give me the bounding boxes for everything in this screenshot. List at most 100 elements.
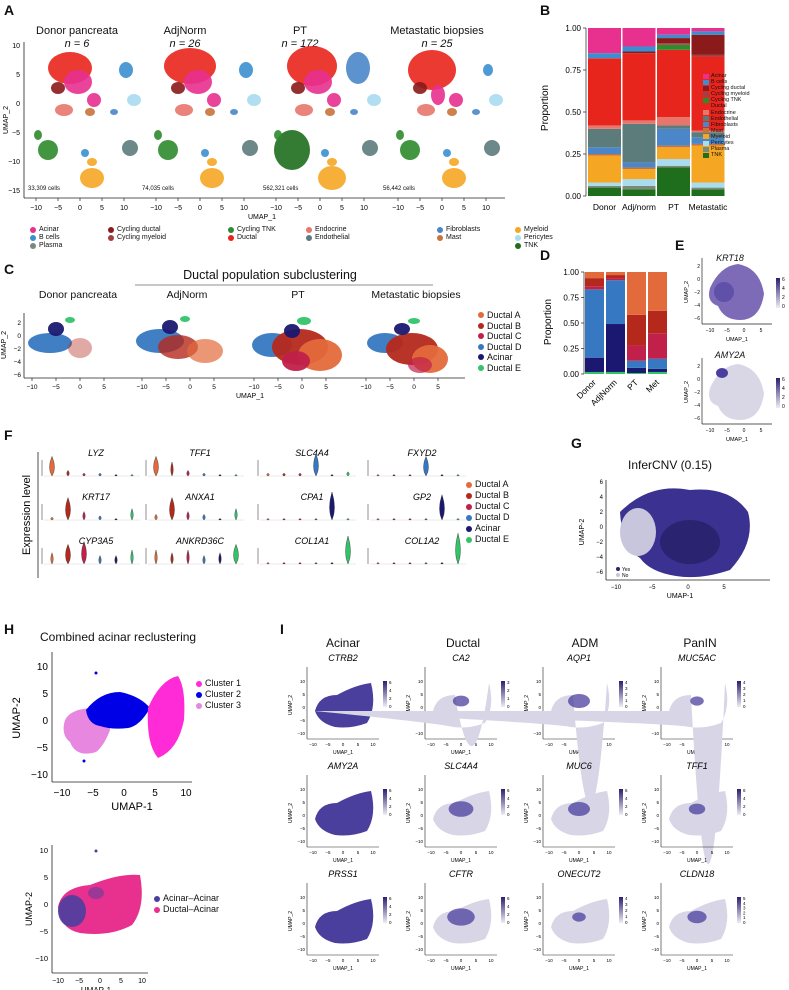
legend-item: Ductal A: [466, 479, 510, 490]
i-ytick: 10: [536, 679, 542, 684]
umap-cluster-blob: [394, 323, 410, 335]
b-ytick: 0.00: [565, 192, 581, 201]
a-xtick: 5: [340, 205, 344, 212]
i-ytick: −10: [415, 731, 423, 736]
e-xtick: −10: [706, 328, 715, 334]
b-bar-segment: [657, 167, 690, 196]
i-xtick: 5: [593, 958, 596, 963]
legend-item: Acinar: [30, 226, 108, 233]
e-ytick: −4: [694, 303, 700, 309]
i-scale-tick: 1: [743, 698, 746, 703]
d-bar-segment: [606, 371, 625, 374]
panel-e-gene-1: KRT18: [716, 253, 744, 263]
i-ytick: 0: [538, 705, 541, 710]
panel-label-d: D: [540, 247, 551, 263]
legend-swatch: [466, 525, 472, 532]
i-xtick: 10: [370, 958, 376, 963]
panel-c-sub-1: Donor pancreata: [38, 289, 118, 301]
legend-swatch: [30, 234, 36, 241]
i-ytick: 10: [536, 787, 542, 792]
i-scale-tick: 5: [743, 896, 746, 901]
i-ylabel: UMAP_2: [406, 911, 412, 931]
panel-label-e: E: [675, 237, 685, 253]
a-ytick: 0: [16, 101, 20, 108]
umap-cluster-blob: [175, 104, 193, 116]
panel-a-cells-3: 562,321 cells: [263, 186, 299, 192]
umap-cluster-blob: [127, 94, 141, 106]
legend-swatch-yes: [616, 567, 620, 571]
e-ytick: −4: [694, 403, 700, 409]
violin: [50, 516, 54, 521]
panel-i-col-3: ADM: [571, 636, 599, 650]
a-xtick: 0: [318, 205, 322, 212]
violin: [153, 455, 159, 477]
i-scale-tick: 0: [625, 920, 628, 925]
i-gene-label: CLDN18: [680, 869, 715, 879]
d-ytick: 0.00: [563, 370, 579, 379]
c-xtick: −5: [162, 384, 170, 391]
i-xtick: 0: [578, 850, 581, 855]
violin: [81, 541, 87, 565]
panel-a-n-1: n = 6: [64, 38, 90, 50]
i-ytick: 0: [420, 921, 423, 926]
legend-item: Cluster 1: [196, 678, 241, 689]
i-xtick: 5: [357, 742, 360, 747]
e-ytick: −6: [694, 416, 700, 422]
cluster-1-blob: [147, 676, 185, 758]
d-bar-segment: [627, 314, 646, 346]
umap-cluster-blob: [449, 158, 459, 166]
i-scale-tick: 1: [743, 915, 746, 920]
c-xtick: 0: [188, 384, 192, 391]
i-xtick: 5: [357, 958, 360, 963]
violin: [114, 518, 118, 521]
i-scale-tick: 4: [389, 796, 392, 801]
umap-cluster-blob: [239, 62, 253, 78]
b-bar-segment: [691, 189, 725, 196]
panel-label-a: A: [4, 2, 15, 18]
g-xtick: 5: [722, 585, 726, 591]
a-xtick: 0: [198, 205, 202, 212]
violin: [455, 532, 461, 565]
i-scale-tick: 2: [743, 910, 746, 915]
c-xtick: −5: [386, 384, 394, 391]
umap-density-blob: [709, 264, 764, 320]
panel-a-cells-1: 33,309 cells: [28, 186, 61, 192]
legend-item: Ductal E: [466, 534, 510, 545]
i-scale-tick: 2: [625, 692, 628, 697]
panel-label-g: G: [571, 435, 582, 451]
d-bar-segment: [648, 358, 667, 369]
i-ytick: −10: [651, 947, 659, 952]
c-ytick: −2: [14, 346, 22, 353]
i-xtick: 0: [342, 742, 345, 747]
umap-cluster-blob: [367, 94, 381, 106]
legend-item: Ductal D: [478, 342, 522, 353]
panel-c-xlabel: UMAP_1: [236, 393, 264, 400]
a-xtick: 0: [78, 205, 82, 212]
legend-label: Endocrine: [711, 109, 736, 116]
legend-swatch: [703, 146, 709, 152]
panel-label-f: F: [4, 427, 13, 443]
umap-cluster-blob: [282, 351, 310, 371]
umap-cluster-blob: [205, 108, 215, 116]
f-gene-label: ANKRD36C: [175, 536, 225, 546]
i-ytick: 0: [656, 921, 659, 926]
b-bar-segment: [622, 189, 656, 196]
i-ytick: −10: [651, 731, 659, 736]
violin: [98, 515, 102, 521]
legend-item: Endocrine: [703, 110, 750, 116]
c-xtick: 0: [78, 384, 82, 391]
i-scale-tick: 0: [389, 920, 392, 925]
c-ytick: 2: [17, 320, 21, 327]
umap-cluster-blob: [413, 82, 427, 94]
d-bar-segment: [606, 280, 625, 325]
umap-cluster-blob: [417, 104, 435, 116]
panel-h-umaps: UMAP-2 10 5 0 −5 −10 −10 −5 0 5 10 UMAP-1 UMAP-2 10 5 0…: [11, 652, 192, 990]
umap-cluster-blob: [48, 322, 64, 336]
i-scale-tick: 4: [389, 904, 392, 909]
b-bar-segment: [622, 123, 656, 163]
d-bar-segment: [606, 275, 625, 279]
a-xtick: 10: [240, 205, 248, 212]
h2-ytick: 0: [44, 900, 48, 909]
umap-cluster-blob: [38, 140, 58, 160]
i-xtick: −10: [545, 742, 553, 747]
